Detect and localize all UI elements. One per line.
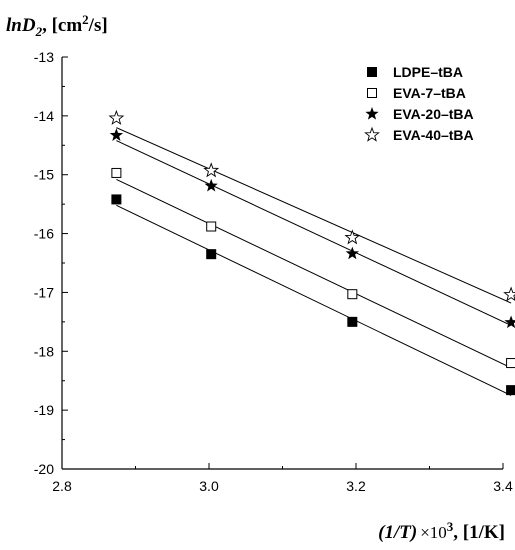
data-point-series-3: [109, 128, 124, 141]
legend: LDPE–tBA EVA-7–tBA EVA-20–tBA EVA-40–tBA: [364, 64, 474, 143]
y-tick-label: -20: [34, 461, 54, 477]
x-axis-title-sup: 3: [447, 519, 454, 534]
y-tick-label: -18: [34, 343, 54, 359]
y-axis-title: lnD2, [cm2/s]: [6, 12, 108, 39]
y-tick-label: -14: [34, 108, 54, 124]
fit-line-series-4: [116, 127, 512, 304]
legend-label-2: EVA-7–tBA: [393, 85, 466, 101]
legend-label-1: LDPE–tBA: [393, 64, 463, 80]
data-point-series-4: [344, 229, 361, 245]
y-axis-ticks: -13 -14 -15 -16 -17 -18 -19 -20: [34, 49, 68, 477]
x-tick-label: 3.0: [199, 478, 219, 494]
svg-text:(1/T)×103, [1/K]: (1/T) ×103, [1/K]: [378, 519, 505, 543]
legend-marker-2: [367, 88, 377, 98]
x-axis-ticks: 2.8 3.0 3.2 3.4: [52, 463, 513, 494]
legend-label-3: EVA-20–tBA: [393, 106, 474, 122]
data-point-series-2: [111, 167, 122, 178]
x-axis-title-end: , [1/K]: [453, 522, 505, 543]
y-axis-title-sup: 2: [82, 12, 89, 27]
y-axis-title-end: /s]: [88, 15, 108, 36]
data-point-series-4: [503, 286, 515, 302]
y-tick-label: -16: [34, 226, 54, 242]
data-point-series-1: [347, 316, 358, 327]
data-point-series-2: [506, 358, 515, 369]
data-point-series-2: [206, 221, 217, 232]
legend-marker-3: [365, 107, 379, 120]
x-axis-title-times: ×10: [420, 523, 447, 542]
x-axis-title: (1/T) ×103, [1/K]: [378, 519, 505, 543]
data-point-series-1: [111, 194, 122, 205]
data-point-series-4: [108, 109, 125, 125]
y-tick-label: -13: [34, 49, 54, 65]
fit-line-series-2: [116, 178, 512, 369]
svg-text:lnD2, [cm2/s]: lnD2, [cm2/s]: [6, 12, 108, 39]
y-axis-title-sep: , [cm: [42, 15, 82, 36]
legend-marker-1: [367, 67, 377, 77]
data-point-series-1: [206, 249, 217, 260]
y-axis-title-sub: 2: [35, 24, 43, 39]
fit-line-series-3: [116, 140, 512, 326]
y-tick-label: -19: [34, 402, 54, 418]
legend-label-4: EVA-40–tBA: [393, 127, 474, 143]
fit-line-series-1: [116, 204, 512, 396]
data-point-series-2: [347, 289, 358, 300]
data-point-series-3: [345, 246, 359, 260]
x-axis-title-italic: (1/T): [378, 522, 417, 543]
fit-lines: [116, 127, 512, 396]
y-tick-label: -17: [34, 284, 54, 300]
data-markers: [108, 109, 515, 396]
data-point-series-1: [506, 385, 515, 396]
data-point-series-4: [203, 162, 220, 178]
data-point-series-3: [204, 178, 218, 192]
x-tick-label: 3.2: [346, 478, 366, 494]
legend-marker-4: [364, 126, 380, 142]
y-axis-title-base: lnD: [6, 15, 36, 36]
data-point-series-3: [504, 315, 515, 329]
y-tick-label: -15: [34, 167, 54, 183]
x-tick-label: 2.8: [52, 478, 72, 494]
x-tick-label: 3.4: [493, 478, 513, 494]
